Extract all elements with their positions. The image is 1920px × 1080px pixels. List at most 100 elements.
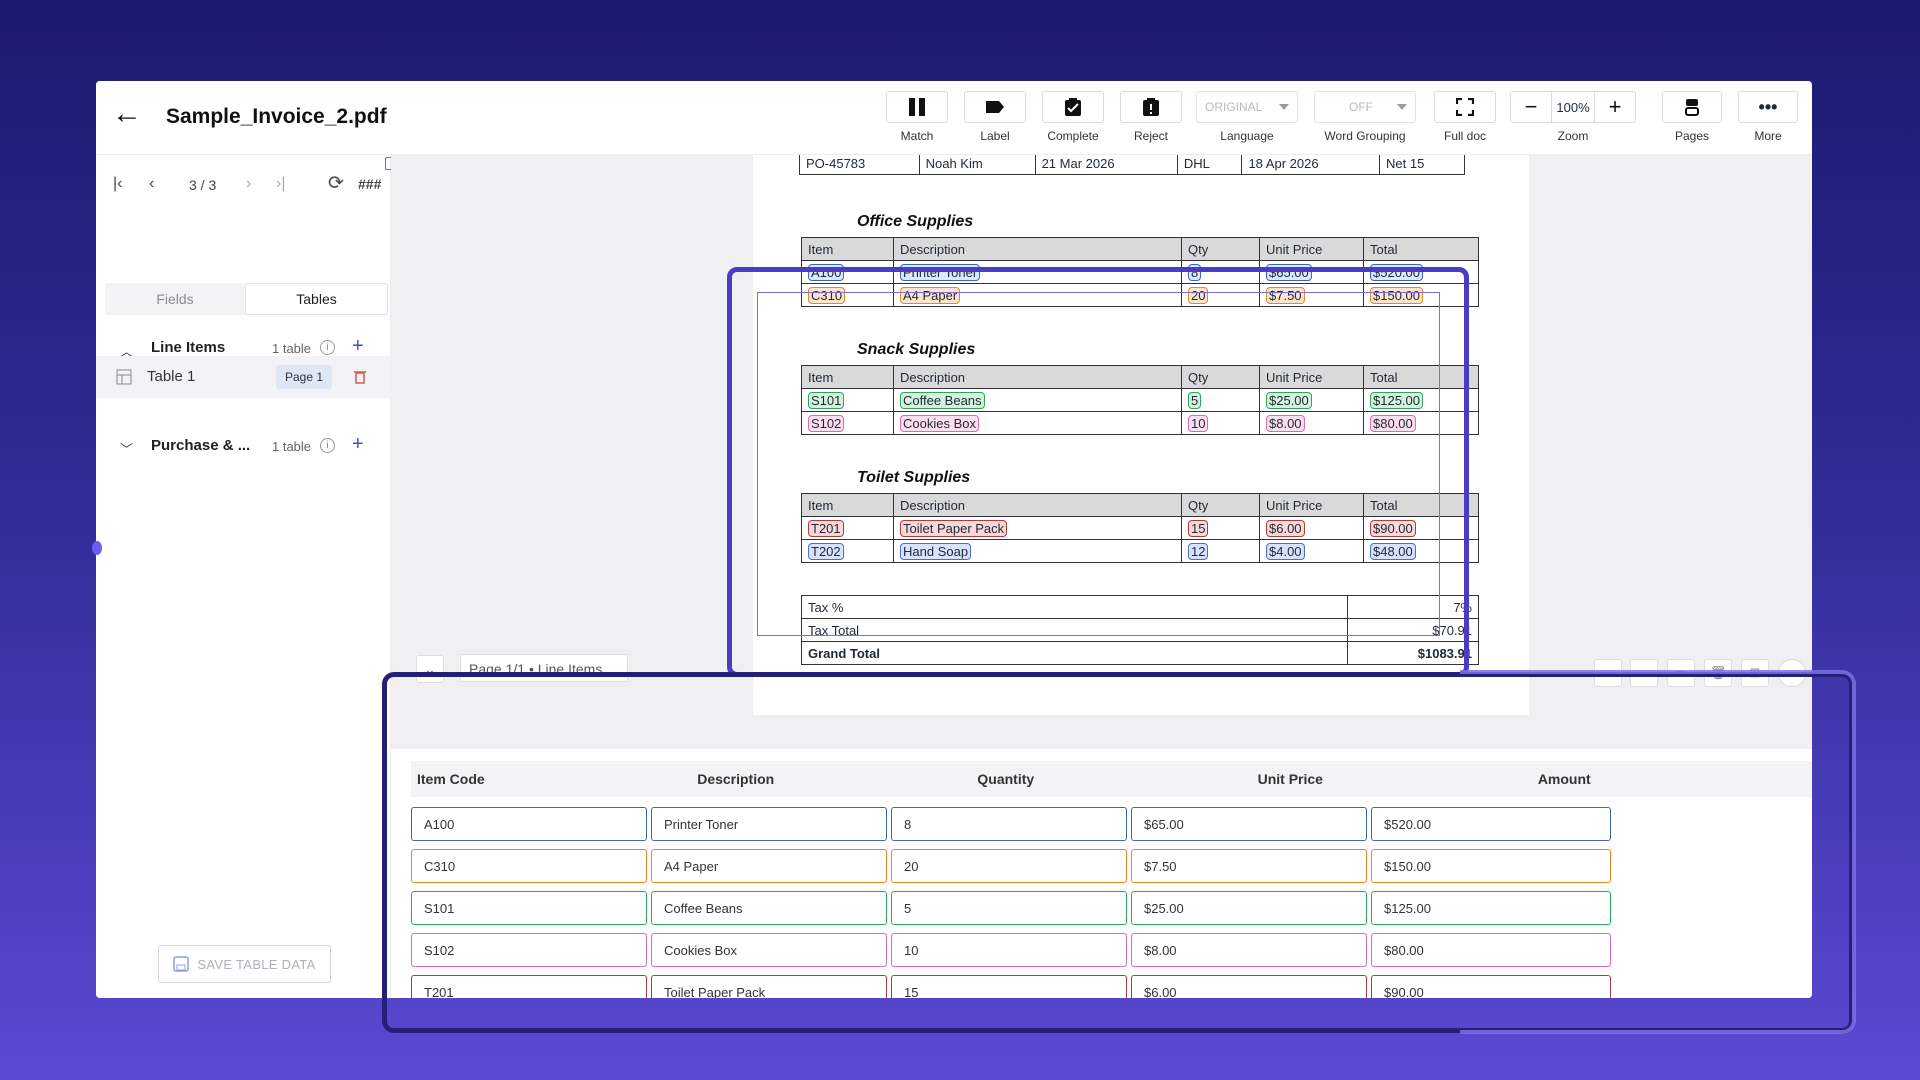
table-cell-input[interactable]: $520.00	[1371, 807, 1611, 841]
first-page-icon[interactable]: |‹	[113, 175, 123, 192]
highlight-token[interactable]: $4.00	[1266, 542, 1305, 560]
highlight-token[interactable]: $90.00	[1370, 519, 1416, 537]
highlight-token[interactable]: 20	[1188, 286, 1209, 304]
table-cell-input[interactable]: 5	[891, 891, 1127, 925]
table-cell-input[interactable]: $80.00	[1371, 933, 1611, 967]
section-title: Toilet Supplies	[857, 469, 971, 486]
highlight-token[interactable]: T201	[808, 519, 844, 537]
table-region-box[interactable]	[757, 292, 1440, 636]
table-cell-input[interactable]: T201	[411, 975, 647, 998]
zoom-out-button[interactable]: −	[1524, 94, 1538, 119]
totals-value: $70.91	[1347, 618, 1479, 642]
highlight-token[interactable]: $6.00	[1266, 519, 1305, 537]
highlight-token[interactable]: T202	[808, 542, 844, 560]
table-row-item[interactable]: Table 1 Page 1	[96, 356, 391, 398]
match-button[interactable]: Match	[886, 91, 948, 143]
table-cell-input[interactable]: $7.50	[1131, 849, 1367, 883]
table-cell-input[interactable]: $125.00	[1371, 891, 1611, 925]
complete-button[interactable]: Complete	[1042, 91, 1104, 143]
panel-highlight-frame	[382, 672, 1854, 1033]
page-badge[interactable]: Page 1	[276, 365, 333, 389]
highlight-token[interactable]: 12	[1188, 542, 1209, 560]
highlight-token[interactable]: Toilet Paper Pack	[900, 519, 1008, 537]
chevron-up-icon[interactable]: ︿	[120, 344, 134, 359]
table-cell-input[interactable]: 20	[891, 849, 1127, 883]
highlight-token[interactable]: A4 Paper	[900, 286, 961, 304]
group-purchase[interactable]: ﹀ Purchase & ... 1 table i +	[96, 423, 391, 471]
add-table-icon[interactable]: +	[352, 335, 364, 357]
table-cell-input[interactable]: A4 Paper	[651, 849, 887, 883]
table-cell-input[interactable]: $8.00	[1131, 933, 1367, 967]
highlight-token[interactable]: S101	[808, 391, 845, 409]
table-cell-input[interactable]: Cookies Box	[651, 933, 887, 967]
pages-icon	[1685, 99, 1699, 116]
col-header: Item	[801, 237, 894, 261]
table-cell-input[interactable]: $150.00	[1371, 849, 1611, 883]
grouping-value: OFF	[1349, 100, 1373, 114]
highlight-token[interactable]: $48.00	[1370, 542, 1416, 560]
last-page-icon[interactable]: ›|	[276, 175, 286, 192]
full-doc-button[interactable]: Full doc	[1434, 91, 1496, 143]
language-dropdown[interactable]: ORIGINAL Language	[1196, 91, 1298, 143]
extracted-table-panel: Item Code Description Quantity Unit Pric…	[391, 749, 1812, 998]
info-icon: i	[320, 438, 335, 453]
collapse-panel-icon[interactable]: ⌄	[416, 655, 444, 683]
highlight-token[interactable]: $125.00	[1370, 391, 1423, 409]
word-grouping-dropdown[interactable]: OFF Word Grouping	[1314, 91, 1416, 143]
highlight-token[interactable]: $150.00	[1370, 286, 1423, 304]
save-table-data-button[interactable]: SAVE TABLE DATA	[158, 945, 331, 983]
table-cell-input[interactable]: 15	[891, 975, 1127, 998]
pdf-page: PO-45783 Noah Kim 21 Mar 2026 DHL 18 Apr…	[753, 155, 1529, 715]
zoom-in-button[interactable]: +	[1608, 94, 1622, 119]
next-page-icon[interactable]: ›	[246, 175, 252, 192]
highlight-token[interactable]: $80.00	[1370, 414, 1416, 432]
pages-button[interactable]: Pages	[1662, 91, 1722, 143]
group-line-items[interactable]: ︿ Line Items 1 table i +	[96, 325, 391, 373]
caret-down-icon	[1397, 104, 1407, 110]
table-cell-input[interactable]: $90.00	[1371, 975, 1611, 998]
table-cell-input[interactable]: Printer Toner	[651, 807, 887, 841]
tab-fields[interactable]: Fields	[156, 291, 194, 307]
table-cell-input[interactable]: C310	[411, 849, 647, 883]
highlight-token[interactable]: 15	[1188, 519, 1209, 537]
back-arrow-icon[interactable]: ←	[112, 97, 142, 130]
table-cell-input[interactable]: 10	[891, 933, 1127, 967]
highlight-token[interactable]: 10	[1188, 414, 1209, 432]
highlight-token[interactable]: C310	[808, 286, 846, 304]
table-cell-input[interactable]: $25.00	[1131, 891, 1367, 925]
prev-page-icon[interactable]: ‹	[149, 175, 155, 192]
table-cell-input[interactable]: 8	[891, 807, 1127, 841]
section-title: Snack Supplies	[857, 341, 976, 358]
highlight-token[interactable]: Coffee Beans	[900, 391, 985, 409]
trash-icon[interactable]	[354, 370, 366, 384]
col-header: Unit Price	[1259, 493, 1364, 517]
highlight-token[interactable]: S102	[808, 414, 845, 432]
table-name: Table 1	[147, 368, 196, 385]
table-cell-input[interactable]: Toilet Paper Pack	[651, 975, 887, 998]
reject-button[interactable]: Reject	[1120, 91, 1182, 143]
highlight-token[interactable]: $7.50	[1266, 286, 1305, 304]
table-cell-input[interactable]: A100	[411, 807, 647, 841]
highlight-token[interactable]: $25.00	[1266, 391, 1312, 409]
header-bar: ← Sample_Invoice_2.pdf Match Label Compl…	[96, 81, 1812, 155]
table-cell-input[interactable]: $6.00	[1131, 975, 1367, 998]
add-table-icon[interactable]: +	[352, 433, 364, 455]
table-cell-input[interactable]: S102	[411, 933, 647, 967]
clipboard-alert-icon	[1143, 98, 1159, 116]
col-header: Description	[893, 237, 1182, 261]
more-button[interactable]: ••• More	[1738, 91, 1798, 143]
highlight-token[interactable]: Cookies Box	[900, 414, 979, 432]
highlight-token[interactable]: $8.00	[1266, 414, 1305, 432]
grid-settings-icon[interactable]: ###	[358, 176, 382, 192]
refresh-icon[interactable]: ⟳	[328, 173, 344, 194]
table-cell-input[interactable]: $65.00	[1131, 807, 1367, 841]
label-button[interactable]: Label	[964, 91, 1026, 143]
table-cell-input[interactable]: S101	[411, 891, 647, 925]
group-name: Purchase & ...	[151, 437, 251, 454]
chevron-down-icon[interactable]: ﹀	[120, 442, 134, 457]
table-cell-input[interactable]: Coffee Beans	[651, 891, 887, 925]
highlight-token[interactable]: 5	[1188, 391, 1202, 409]
tab-tables[interactable]: Tables	[245, 283, 388, 315]
meta-cell: PO-45783	[799, 155, 920, 175]
highlight-token[interactable]: Hand Soap	[900, 542, 972, 560]
